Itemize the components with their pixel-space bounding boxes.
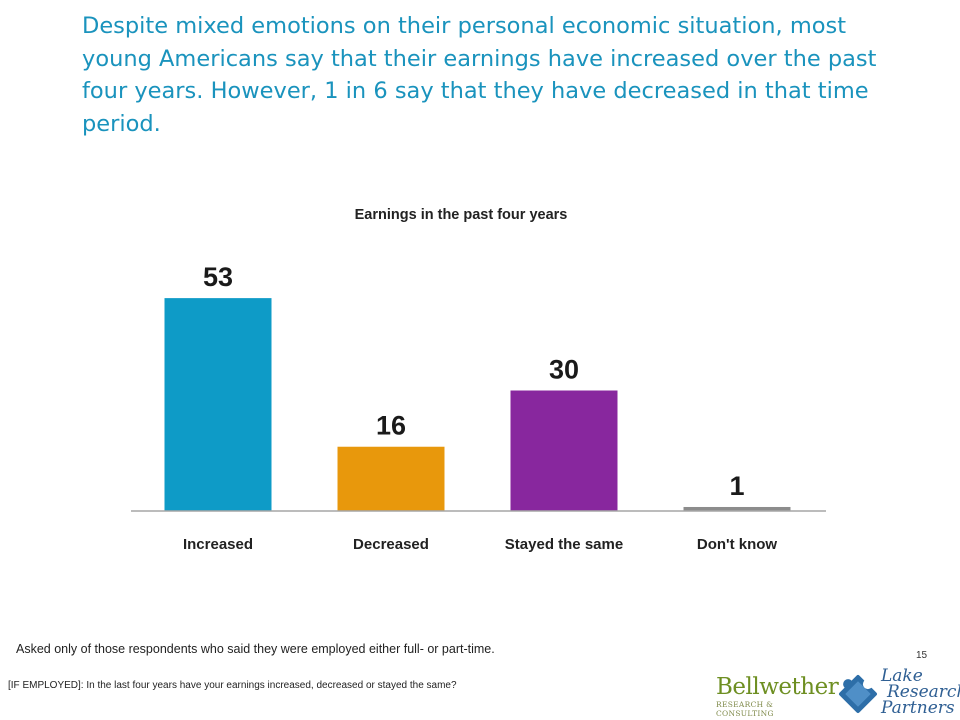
data-label-stayed-the-same: 30 (549, 355, 579, 385)
category-label-increased: Increased (183, 536, 253, 553)
page-number: 15 (916, 650, 928, 661)
lrp-line-1: Lake (881, 666, 923, 686)
lrp-line-3: Partners (881, 698, 955, 718)
bar-don-t-know (683, 506, 791, 511)
bellwether-logo-subtitle: RESEARCH & CONSULTING (716, 700, 774, 718)
bellwether-logo: Bellwether RESEARCH & CONSULTING (716, 674, 839, 718)
puzzle-piece-icon (839, 675, 877, 713)
category-label-stayed-the-same: Stayed the same (505, 536, 623, 553)
category-label-decreased: Decreased (353, 536, 429, 553)
lake-research-partners-wordmark: Lake Research Partners (881, 666, 960, 718)
bar-increased (164, 298, 272, 511)
lrp-line-2: Research (887, 682, 960, 702)
bar-decreased (337, 446, 445, 511)
bar-stayed-the-same (510, 390, 618, 511)
bellwether-logo-name: Bellwether (716, 674, 839, 700)
data-label-don-t-know: 1 (729, 471, 744, 501)
footnote: Asked only of those respondents who said… (16, 642, 495, 656)
data-label-increased: 53 (203, 262, 233, 292)
lake-research-partners-logo: Lake Research Partners (836, 664, 960, 720)
chart-title: Earnings in the past four years (355, 207, 568, 223)
data-label-decreased: 16 (376, 411, 406, 441)
bars-group: 53 Increased 16 Decreased 30 Stayed the same 1… (164, 262, 791, 553)
slide-headline: Despite mixed emotions on their personal… (82, 13, 877, 137)
question-text: [IF EMPLOYED]: In the last four years ha… (8, 680, 457, 691)
category-label-don-t-know: Don't know (697, 536, 778, 553)
